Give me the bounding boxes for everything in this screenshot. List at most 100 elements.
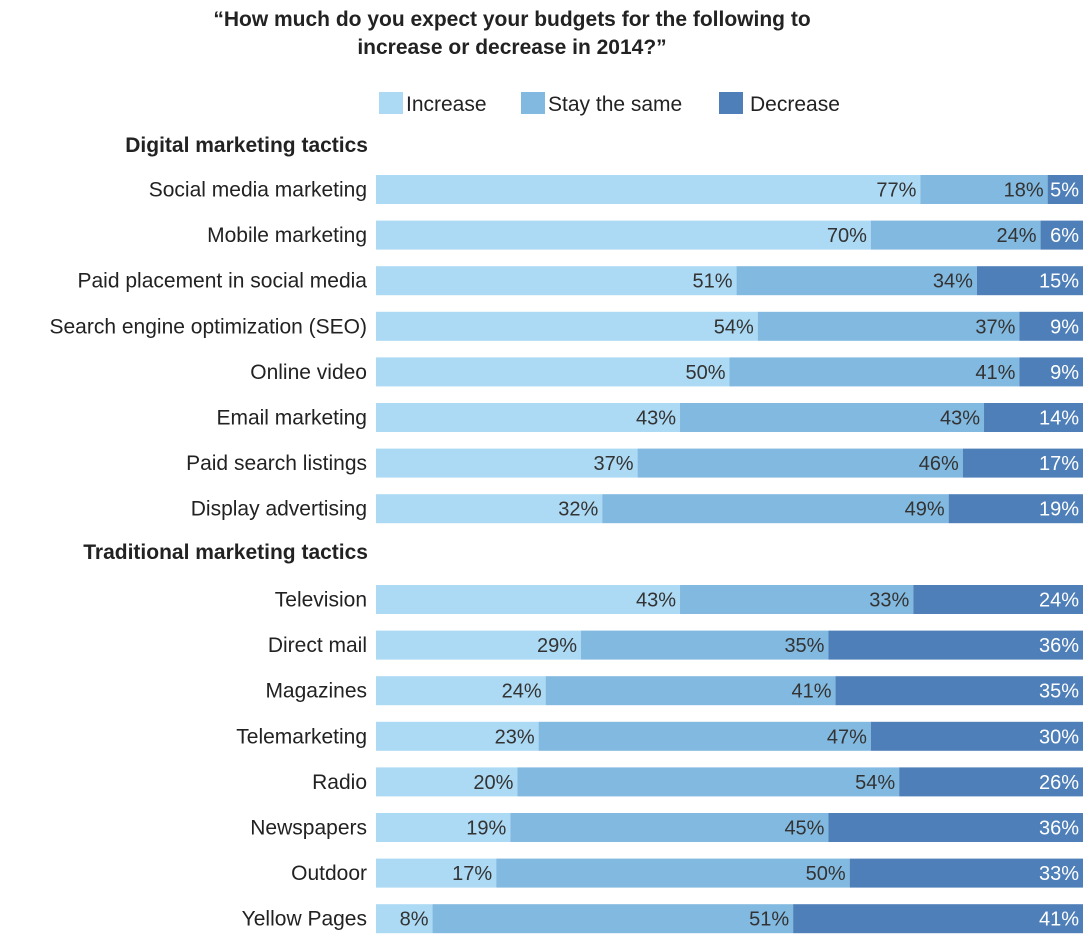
data-label-mobile-marketing-decrease: 6% bbox=[1050, 225, 1079, 247]
category-label-newspapers: Newspapers bbox=[250, 817, 367, 840]
bar-paid-search-listings-increase bbox=[376, 448, 638, 478]
bar-mobile-marketing-stay-the-same bbox=[870, 220, 1041, 250]
category-label-telemarketing: Telemarketing bbox=[236, 725, 367, 748]
category-label-direct-mail: Direct mail bbox=[268, 634, 367, 657]
bar-yellow-pages-stay-the-same bbox=[432, 904, 794, 934]
data-label-search-engine-optimization-seo--stay-the-same: 37% bbox=[975, 316, 1015, 338]
data-label-paid-search-listings-stay-the-same: 46% bbox=[919, 453, 959, 475]
data-label-radio-stay-the-same: 54% bbox=[855, 772, 895, 794]
group-label-traditional-marketing-tactics: Traditional marketing tactics bbox=[83, 541, 368, 564]
bar-yellow-pages-decrease bbox=[793, 904, 1083, 934]
bar-outdoor-increase bbox=[376, 858, 497, 888]
bar-telemarketing-increase bbox=[376, 721, 539, 751]
bar-direct-mail-stay-the-same bbox=[581, 630, 829, 660]
bar-paid-search-listings-stay-the-same bbox=[637, 448, 963, 478]
category-label-television: Television bbox=[275, 589, 367, 612]
bar-social-media-marketing-increase bbox=[376, 175, 921, 204]
bar-online-video-increase bbox=[376, 357, 730, 387]
data-label-newspapers-increase: 19% bbox=[466, 818, 506, 840]
chart-legend: Increase Stay the same Decrease bbox=[379, 92, 840, 116]
data-label-yellow-pages-decrease: 41% bbox=[1039, 909, 1079, 931]
bar-social-media-marketing-decrease bbox=[1047, 175, 1083, 204]
data-label-paid-placement-in-social-media-stay-the-same: 34% bbox=[933, 271, 973, 293]
data-label-newspapers-decrease: 36% bbox=[1039, 818, 1079, 840]
bar-magazines-increase bbox=[376, 676, 546, 706]
data-label-social-media-marketing-increase: 77% bbox=[876, 180, 916, 202]
bar-display-advertising-stay-the-same bbox=[602, 494, 949, 524]
data-label-telemarketing-increase: 23% bbox=[495, 726, 535, 748]
data-label-paid-search-listings-increase: 37% bbox=[594, 453, 634, 475]
data-label-outdoor-decrease: 33% bbox=[1039, 863, 1079, 885]
data-label-television-increase: 43% bbox=[636, 590, 676, 612]
data-label-direct-mail-stay-the-same: 35% bbox=[784, 635, 824, 657]
category-label-email-marketing: Email marketing bbox=[216, 407, 367, 430]
data-label-radio-increase: 20% bbox=[473, 772, 513, 794]
group-label-digital-marketing-tactics: Digital marketing tactics bbox=[125, 134, 368, 157]
data-label-online-video-stay-the-same: 41% bbox=[975, 362, 1015, 384]
bar-magazines-stay-the-same bbox=[545, 676, 836, 706]
data-label-newspapers-stay-the-same: 45% bbox=[784, 818, 824, 840]
category-label-online-video: Online video bbox=[250, 361, 367, 384]
data-label-online-video-increase: 50% bbox=[685, 362, 725, 384]
data-label-direct-mail-increase: 29% bbox=[537, 635, 577, 657]
data-label-display-advertising-decrease: 19% bbox=[1039, 499, 1079, 521]
bar-search-engine-optimization-seo--stay-the-same bbox=[757, 311, 1020, 341]
bar-yellow-pages-increase bbox=[376, 904, 433, 934]
data-label-social-media-marketing-decrease: 5% bbox=[1050, 180, 1079, 202]
category-label-mobile-marketing: Mobile marketing bbox=[207, 224, 367, 247]
bar-telemarketing-stay-the-same bbox=[538, 721, 871, 751]
bar-email-marketing-stay-the-same bbox=[680, 403, 985, 432]
category-label-search-engine-optimization-seo-: Search engine optimization (SEO) bbox=[50, 315, 368, 338]
data-label-mobile-marketing-stay-the-same: 24% bbox=[997, 225, 1037, 247]
data-label-radio-decrease: 26% bbox=[1039, 772, 1079, 794]
category-label-paid-search-listings: Paid search listings bbox=[186, 452, 367, 475]
legend-swatch-decrease bbox=[719, 92, 743, 114]
bar-newspapers-decrease bbox=[828, 813, 1083, 842]
bar-direct-mail-decrease bbox=[828, 630, 1083, 660]
bar-newspapers-stay-the-same bbox=[510, 813, 829, 842]
bar-telemarketing-decrease bbox=[870, 721, 1083, 751]
bar-email-marketing-increase bbox=[376, 403, 681, 432]
bar-newspapers-increase bbox=[376, 813, 511, 842]
bar-television-stay-the-same bbox=[680, 585, 914, 614]
category-label-display-advertising: Display advertising bbox=[191, 498, 367, 521]
legend-swatch-stay-the-same bbox=[521, 92, 545, 114]
category-label-radio: Radio bbox=[312, 771, 367, 794]
bar-paid-search-listings-decrease bbox=[962, 448, 1083, 478]
bar-direct-mail-increase bbox=[376, 630, 582, 660]
data-label-online-video-decrease: 9% bbox=[1050, 362, 1079, 384]
bar-radio-increase bbox=[376, 767, 518, 797]
chart-title-line-1: “How much do you expect your budgets for… bbox=[213, 8, 810, 31]
data-label-telemarketing-decrease: 30% bbox=[1039, 726, 1079, 748]
data-label-outdoor-increase: 17% bbox=[452, 863, 492, 885]
data-label-email-marketing-decrease: 14% bbox=[1039, 408, 1079, 430]
bar-radio-stay-the-same bbox=[517, 767, 900, 797]
data-label-paid-placement-in-social-media-increase: 51% bbox=[693, 271, 733, 293]
data-label-telemarketing-stay-the-same: 47% bbox=[827, 726, 867, 748]
data-label-magazines-increase: 24% bbox=[502, 681, 542, 703]
category-label-yellow-pages: Yellow Pages bbox=[242, 908, 367, 931]
chart-title: “How much do you expect your budgets for… bbox=[213, 8, 810, 59]
bar-outdoor-decrease bbox=[849, 858, 1083, 888]
bar-online-video-decrease bbox=[1019, 357, 1083, 387]
data-label-paid-placement-in-social-media-decrease: 15% bbox=[1039, 271, 1079, 293]
category-label-outdoor: Outdoor bbox=[291, 862, 367, 885]
data-label-email-marketing-stay-the-same: 43% bbox=[940, 408, 980, 430]
bar-email-marketing-decrease bbox=[984, 403, 1083, 432]
bar-radio-decrease bbox=[899, 767, 1083, 797]
bar-display-advertising-decrease bbox=[948, 494, 1083, 524]
data-label-magazines-decrease: 35% bbox=[1039, 681, 1079, 703]
legend-swatch-increase bbox=[379, 92, 403, 114]
category-label-social-media-marketing: Social media marketing bbox=[149, 179, 367, 202]
bar-mobile-marketing-increase bbox=[376, 220, 871, 250]
bar-television-decrease bbox=[913, 585, 1083, 614]
data-label-direct-mail-decrease: 36% bbox=[1039, 635, 1079, 657]
chart-title-line-2: increase or decrease in 2014?” bbox=[357, 36, 666, 59]
data-label-social-media-marketing-stay-the-same: 18% bbox=[1004, 180, 1044, 202]
legend-label-decrease: Decrease bbox=[750, 93, 840, 116]
bar-online-video-stay-the-same bbox=[729, 357, 1020, 387]
data-label-search-engine-optimization-seo--increase: 54% bbox=[714, 316, 754, 338]
bar-paid-placement-in-social-media-increase bbox=[376, 266, 737, 296]
category-label-paid-placement-in-social-media: Paid placement in social media bbox=[78, 270, 368, 293]
